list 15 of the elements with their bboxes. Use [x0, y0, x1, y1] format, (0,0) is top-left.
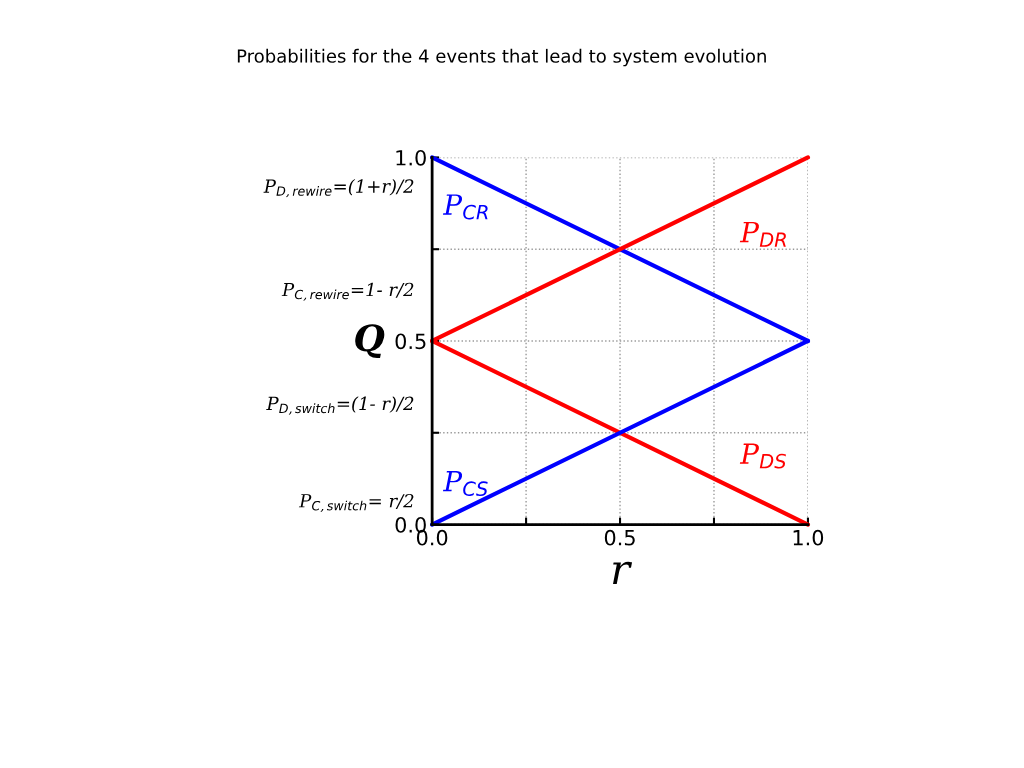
x-tick-label: 1.0	[793, 529, 824, 546]
series-label: P$_{DR}$	[739, 221, 786, 247]
text: P$_{D,switch}$=(1- r)/2	[266, 396, 414, 415]
series-label: P$_{DS}$	[739, 443, 786, 469]
text: P$_{C,switch}$= r/2	[298, 493, 414, 513]
chart-title: Probabilities for the 4 events that lead to system evolution	[237, 48, 766, 67]
x-tick-label: 0.5	[604, 529, 635, 546]
text: P$_{C,rewire}$=1- r/2	[281, 282, 414, 301]
x-axis-title: r	[613, 561, 633, 585]
y-axis-title: Q	[355, 324, 385, 359]
y-tick-label: 1.0	[396, 149, 426, 166]
series-label: P$_{CS}$	[442, 470, 488, 497]
series-label: P$_{CR}$	[442, 194, 488, 220]
text: P$_{D,rewire}$=(1+r)/2	[263, 178, 414, 198]
y-tick-label: 0.5	[395, 333, 426, 350]
